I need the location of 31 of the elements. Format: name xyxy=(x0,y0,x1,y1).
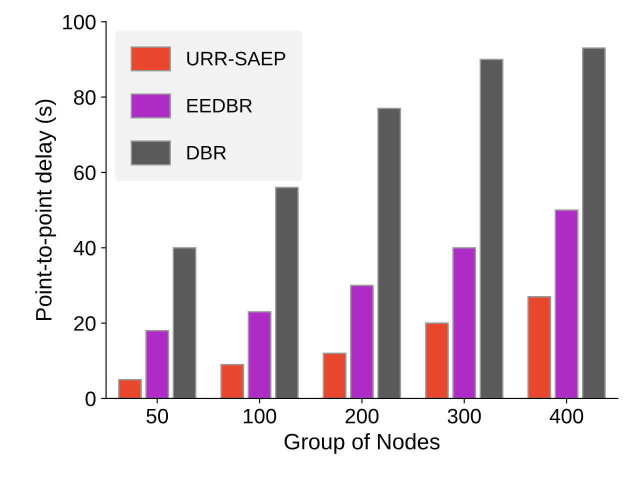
legend-label: URR-SAEP xyxy=(187,52,286,66)
x-tick-label: 400 xyxy=(550,408,584,424)
bar xyxy=(350,284,374,398)
bar xyxy=(274,186,299,398)
y-tick-label: 100 xyxy=(63,14,96,30)
legend-label: EEDBR xyxy=(187,98,252,112)
legend-label: DBR xyxy=(187,146,226,160)
y-tick-label: 20 xyxy=(74,316,96,331)
bar xyxy=(322,352,347,398)
bar xyxy=(425,322,449,398)
x-tick-label: 200 xyxy=(346,408,378,424)
y-tick-label: 40 xyxy=(74,240,96,256)
bar xyxy=(118,378,142,398)
x-axis-title: Group of Nodes xyxy=(284,433,440,454)
x-tick-label: 50 xyxy=(146,408,168,424)
bar xyxy=(248,311,272,398)
y-axis-title: Point-to-point delay (s) xyxy=(35,100,56,320)
bar xyxy=(172,247,196,398)
bar xyxy=(145,330,170,398)
bar xyxy=(220,364,244,398)
x-tick-label: 100 xyxy=(244,408,276,424)
bar xyxy=(377,108,402,398)
y-tick-label: 60 xyxy=(74,165,96,180)
y-tick-label: 80 xyxy=(74,90,96,105)
bar xyxy=(452,247,476,398)
bar xyxy=(554,209,578,398)
bar xyxy=(480,58,504,398)
bar xyxy=(582,47,606,398)
y-tick-label: 0 xyxy=(86,391,96,406)
bar xyxy=(527,296,552,398)
x-tick-label: 300 xyxy=(448,408,481,424)
